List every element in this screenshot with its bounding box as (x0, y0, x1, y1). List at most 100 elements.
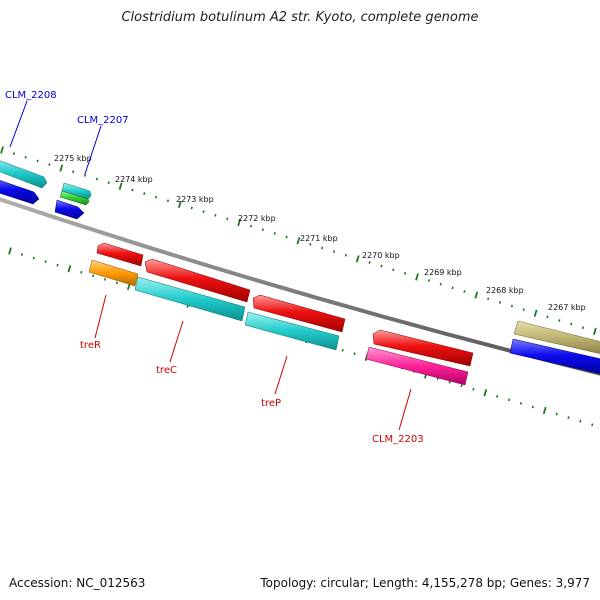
upper-ruler-minor-tick (273, 232, 276, 235)
gene-red-small-arrow[interactable] (96, 242, 144, 267)
ruler-labels: 2275 kbp 2274 kbp 2273 kbp 2272 kbp 2271… (54, 154, 586, 312)
gene-label-tre-p[interactable]: treP (261, 398, 281, 409)
gene-label-clm2208[interactable]: CLM_2208 (5, 90, 57, 101)
upper-ruler-minor-tick (143, 192, 146, 195)
upper-ruler-minor-tick (570, 322, 573, 326)
upper-ruler-minor-tick (487, 297, 490, 301)
gene-label-clm2203[interactable]: CLM_2203 (372, 434, 424, 445)
gene-tre-c-arrow[interactable] (134, 276, 246, 322)
gene-blue-small-arrow[interactable] (54, 199, 85, 220)
upper-ruler-minor-tick (427, 279, 430, 282)
upper-ruler-minor-tick (404, 271, 407, 275)
upper-ruler-minor-tick (48, 163, 51, 166)
gene-tre-c-red-arrow[interactable] (144, 258, 251, 303)
upper-ruler-minor-tick (439, 282, 442, 286)
upper-ruler-major-tick (355, 255, 360, 263)
lower-ruler-minor-tick (591, 423, 594, 427)
upper-ruler-major-tick (533, 309, 538, 317)
accession-text: Accession: NC_012563 (9, 576, 146, 590)
leader-clm2203 (398, 388, 412, 431)
upper-ruler-minor-tick (166, 199, 170, 203)
gene-label-clm2207[interactable]: CLM_2207 (77, 115, 129, 126)
upper-ruler-minor-tick (380, 264, 383, 268)
gene-label-tre-c[interactable]: treC (156, 365, 177, 376)
upper-ruler-minor-tick (321, 246, 324, 250)
gene-blue-left-arrow[interactable] (0, 177, 40, 205)
upper-ruler-minor-tick (510, 304, 513, 308)
lower-ruler-minor-tick (353, 352, 356, 356)
gene-labels: CLM_2208 CLM_2207 treR treC treP CLM_220… (5, 90, 424, 445)
genome-summary-text: Topology: circular; Length: 4,155,278 bp… (260, 576, 590, 590)
upper-ruler-minor-tick (309, 242, 312, 246)
upper-ruler-minor-tick (344, 253, 347, 257)
lower-ruler-minor-tick (519, 402, 523, 405)
lower-ruler-minor-tick (448, 380, 451, 384)
gene-green-arrow[interactable] (59, 190, 90, 206)
lower-ruler-minor-tick (496, 394, 499, 398)
upper-ruler-minor-tick (392, 268, 395, 272)
upper-ruler-minor-tick (522, 308, 525, 311)
upper-ruler-minor-tick (226, 217, 229, 221)
gene-olive-arrow[interactable] (513, 320, 600, 356)
lower-ruler-minor-tick (567, 416, 570, 419)
upper-ruler-minor-tick (36, 159, 39, 163)
lower-ruler-minor-tick (20, 253, 23, 256)
upper-ruler-minor-tick (581, 326, 585, 330)
leader-clm2207 (84, 125, 102, 175)
upper-ruler-minor-tick (463, 290, 466, 293)
upper-ruler-minor-tick (83, 174, 87, 177)
gene-tre-p-arrow[interactable] (244, 311, 340, 351)
lower-ruler-minor-tick (472, 387, 475, 391)
lower-ruler-minor-tick (92, 274, 95, 278)
upper-ruler-minor-tick (155, 195, 158, 199)
lower-ruler-minor-tick (460, 384, 463, 388)
lower-ruler-minor-tick (32, 256, 35, 260)
ruler-label-2275: 2275 kbp (54, 154, 92, 163)
upper-ruler-major-tick (592, 327, 597, 335)
forward-genes (0, 157, 600, 376)
leader-tre-r (94, 294, 107, 339)
leader-clm2208 (9, 100, 28, 148)
upper-ruler-minor-tick (131, 188, 134, 192)
lower-ruler-minor-tick (56, 263, 59, 267)
leader-tre-p (274, 355, 288, 395)
gene-clm2208-arrow[interactable] (0, 157, 48, 189)
upper-ruler-major-tick (59, 164, 64, 172)
ruler-label-2274: 2274 kbp (115, 175, 153, 184)
upper-ruler-minor-tick (24, 155, 27, 159)
upper-ruler-minor-tick (249, 224, 253, 228)
upper-ruler-minor-tick (202, 210, 205, 214)
upper-ruler-minor-tick (12, 152, 15, 156)
gene-blue-right-arrow[interactable] (509, 338, 600, 376)
lower-ruler-minor-tick (341, 348, 344, 352)
gene-clm2203-red-arrow[interactable] (372, 329, 474, 367)
gene-label-tre-r[interactable]: treR (80, 340, 101, 351)
lower-ruler-major-tick (483, 389, 488, 397)
upper-ruler-minor-tick (451, 286, 454, 290)
ruler-label-2273: 2273 kbp (176, 195, 214, 204)
lower-ruler-minor-tick (115, 281, 119, 285)
ruler-label-2268: 2268 kbp (486, 286, 524, 295)
label-leaders (9, 100, 412, 431)
ruler-label-2269: 2269 kbp (424, 268, 462, 277)
upper-ruler-major-tick (177, 200, 182, 209)
upper-ruler-minor-tick (190, 206, 193, 210)
upper-ruler-major-tick (118, 182, 123, 190)
upper-ruler-minor-tick (368, 261, 371, 264)
gene-tre-r-arrow[interactable] (88, 259, 139, 287)
gene-clm2207-arrow[interactable] (61, 182, 92, 200)
ruler-label-2271: 2271 kbp (300, 234, 338, 243)
upper-ruler-major-tick (0, 146, 4, 154)
upper-ruler-minor-tick (498, 300, 502, 304)
ruler-label-2267: 2267 kbp (548, 303, 586, 312)
reverse-genes (88, 242, 474, 386)
map-title: Clostridium botulinum A2 str. Kyoto, com… (121, 10, 479, 25)
ruler-label-2270: 2270 kbp (362, 251, 400, 260)
upper-ruler-minor-tick (332, 250, 336, 253)
upper-ruler-minor-tick (261, 228, 264, 232)
gene-clm2203-arrow[interactable] (365, 346, 469, 386)
upper-ruler-major-tick (474, 291, 479, 299)
upper-ruler-minor-tick (214, 213, 217, 217)
gene-tre-p-red-arrow[interactable] (252, 294, 346, 333)
